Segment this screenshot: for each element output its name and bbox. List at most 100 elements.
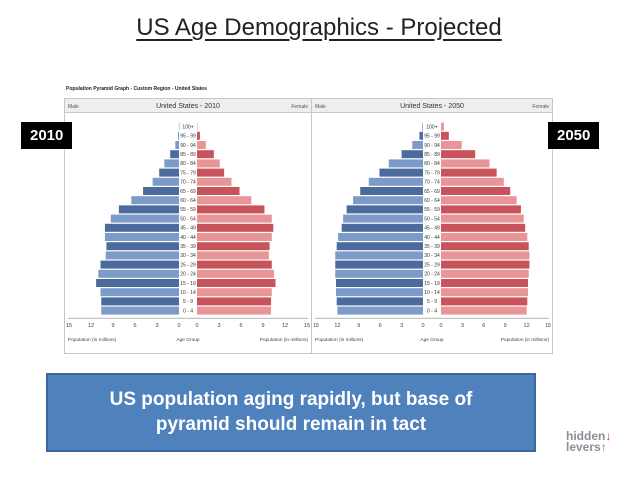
bar-male xyxy=(341,223,423,232)
age-group-label: 75 - 79 xyxy=(180,170,196,176)
bar-female xyxy=(441,233,528,241)
x-tick-label: 3 xyxy=(461,323,464,329)
brand-line2: levers xyxy=(566,440,601,454)
age-group-label: 45 - 49 xyxy=(424,226,440,232)
age-group-label: 50 - 54 xyxy=(424,216,440,222)
bar-female xyxy=(197,251,269,260)
male-label: Male xyxy=(315,104,326,110)
age-group-label: 65 - 69 xyxy=(424,189,440,195)
bar-male xyxy=(353,196,423,205)
x-axis-label-center: Age Group xyxy=(176,337,200,343)
x-tick-label: 6 xyxy=(379,323,382,329)
x-tick-label: 6 xyxy=(133,323,136,329)
age-group-label: 5 - 9 xyxy=(427,299,437,305)
age-group-label: 50 - 54 xyxy=(180,216,196,222)
bar-male xyxy=(118,205,179,214)
age-group-label: 60 - 64 xyxy=(180,198,196,204)
bar-female xyxy=(441,177,504,186)
bar-male xyxy=(159,168,179,177)
age-group-label: 90 - 94 xyxy=(424,143,440,149)
bar-male xyxy=(336,242,423,251)
bar-female xyxy=(197,269,274,278)
bar-female xyxy=(197,150,214,159)
x-tick-label: 9 xyxy=(357,323,360,329)
age-group-label: 70 - 74 xyxy=(424,180,440,186)
x-tick-label: 9 xyxy=(111,323,114,329)
bar-male xyxy=(175,141,179,149)
age-group-label: 55 - 59 xyxy=(424,207,440,213)
bar-female xyxy=(441,131,449,140)
age-group-label: 20 - 24 xyxy=(180,272,196,278)
bar-female xyxy=(197,214,272,223)
age-group-label: 10 - 14 xyxy=(424,290,440,296)
x-tick-label: 12 xyxy=(524,323,530,329)
age-group-label: 65 - 69 xyxy=(180,189,196,195)
bar-male xyxy=(368,177,423,186)
bar-female xyxy=(441,260,530,269)
x-tick-label: 3 xyxy=(155,323,158,329)
bar-male xyxy=(178,131,179,140)
bar-male xyxy=(170,150,179,159)
bar-female xyxy=(441,223,526,232)
bar-male xyxy=(100,260,179,269)
bar-male xyxy=(401,150,423,159)
x-tick-label: 0 xyxy=(439,323,442,329)
x-tick-label: 15 xyxy=(304,323,310,329)
x-tick-label: 12 xyxy=(282,323,288,329)
age-group-label: 85 - 89 xyxy=(180,152,196,158)
bar-female xyxy=(441,306,527,315)
bar-male xyxy=(335,279,423,287)
bar-male xyxy=(338,233,423,241)
bar-male xyxy=(419,131,423,140)
male-label: Male xyxy=(68,104,79,110)
bar-male xyxy=(343,214,423,223)
bar-male xyxy=(346,205,423,214)
age-group-label: 25 - 29 xyxy=(424,262,440,268)
bar-female xyxy=(197,223,274,232)
age-group-label: 15 - 19 xyxy=(424,281,440,287)
bar-male xyxy=(104,233,179,241)
figure-header: Population Pyramid Graph - Custom Region… xyxy=(66,86,207,92)
age-group-label: 0 - 4 xyxy=(183,308,193,314)
bar-male xyxy=(152,177,179,186)
arrow-up-icon: ↑ xyxy=(600,440,607,454)
bar-female xyxy=(197,233,272,241)
bar-male xyxy=(412,141,423,149)
bar-female xyxy=(441,205,521,214)
x-tick-label: 3 xyxy=(400,323,403,329)
arrow-down-icon: ↓ xyxy=(605,429,612,443)
bar-male xyxy=(106,242,179,251)
x-tick-label: 0 xyxy=(195,323,198,329)
x-tick-label: 12 xyxy=(88,323,94,329)
bar-male xyxy=(360,187,423,195)
bar-male xyxy=(388,159,423,168)
x-tick-label: 15 xyxy=(313,323,319,329)
bar-female xyxy=(441,269,529,278)
bar-female xyxy=(441,141,462,149)
bar-male xyxy=(335,251,423,260)
x-tick-label: 9 xyxy=(261,323,264,329)
bar-male xyxy=(100,288,179,297)
bar-male xyxy=(131,196,179,205)
age-group-label: 35 - 39 xyxy=(424,244,440,250)
x-tick-label: 6 xyxy=(239,323,242,329)
age-group-label: 75 - 79 xyxy=(424,170,440,176)
age-group-label: 40 - 44 xyxy=(180,235,196,241)
bar-male xyxy=(105,251,179,260)
age-group-label: 20 - 24 xyxy=(424,272,440,278)
bar-male xyxy=(101,297,179,306)
x-axis-label-left: Population (in millions) xyxy=(315,337,364,343)
age-group-label: 80 - 84 xyxy=(180,161,196,167)
age-group-label: 0 - 4 xyxy=(427,308,437,314)
age-group-label: 40 - 44 xyxy=(424,235,440,241)
bar-female xyxy=(197,122,198,131)
age-group-label: 95 - 99 xyxy=(424,134,440,140)
x-tick-label: 15 xyxy=(66,323,72,329)
bar-female xyxy=(197,187,240,195)
bar-female xyxy=(197,141,206,149)
bar-male xyxy=(336,297,423,306)
female-label: Female xyxy=(291,104,308,110)
age-group-label: 100+ xyxy=(426,124,437,130)
bar-female xyxy=(197,288,272,297)
